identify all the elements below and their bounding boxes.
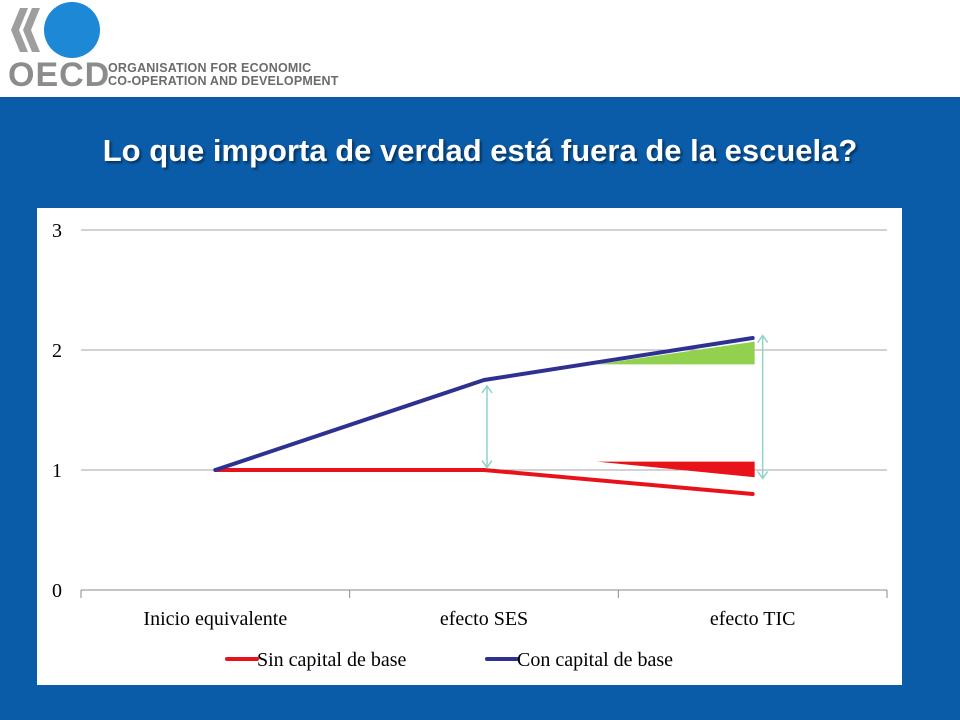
oecd-logo — [11, 2, 100, 58]
series-line-con-capital — [213, 336, 755, 472]
org-name-line1: ORGANISATION FOR ECONOMIC — [108, 61, 312, 75]
y-tick-label: 1 — [52, 460, 62, 482]
legend-label: Sin capital de base — [257, 649, 407, 671]
red-wedge — [596, 461, 755, 478]
gap-arrow-ses-head-top — [481, 384, 493, 394]
line-chart: 0 1 2 3 Inicio equivalente efecto SES efecto T… — [52, 220, 888, 671]
chart-area: 0 1 2 3 Inicio equivalente efecto SES efecto T… — [37, 208, 902, 685]
org-name: ORGANISATION FOR ECONOMIC CO-OPERATION A… — [108, 62, 339, 88]
gap-arrow-ses-head-bottom — [481, 460, 493, 469]
gap-arrow-tic-head-top — [757, 334, 769, 344]
y-tick-label: 0 — [52, 580, 62, 602]
y-tick-label: 3 — [52, 220, 62, 242]
org-name-line2: CO-OPERATION AND DEVELOPMENT — [108, 74, 339, 88]
x-tick-label: efecto TIC — [710, 608, 796, 630]
green-wedge — [596, 341, 755, 365]
y-tick-label: 2 — [52, 340, 62, 362]
x-tick-label: efecto SES — [440, 608, 528, 630]
gap-arrow-tic-head-bottom — [757, 470, 769, 480]
x-tick-label: Inicio equivalente — [143, 608, 287, 630]
series-line-sin-capital — [213, 468, 755, 496]
header: OECD ORGANISATION FOR ECONOMIC CO-OPERAT… — [0, 0, 960, 97]
slide-title: Lo que importa de verdad está fuera de l… — [102, 133, 858, 168]
oecd-logo-text: OECD — [8, 56, 111, 94]
legend-label: Con capital de base — [517, 649, 673, 671]
